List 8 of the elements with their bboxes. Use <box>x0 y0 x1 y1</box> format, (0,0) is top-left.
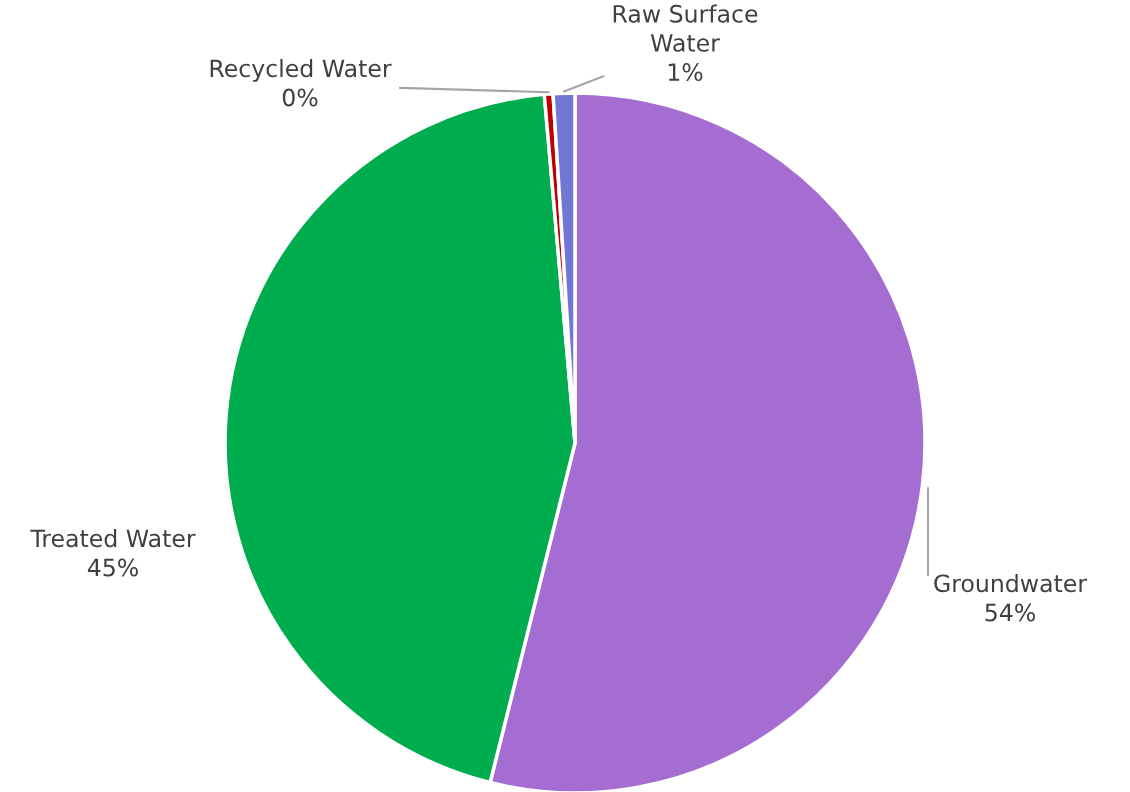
data-label: 54% <box>985 603 1035 622</box>
data-label: 0% <box>282 88 318 107</box>
data-label: 1% <box>668 63 703 81</box>
slice-label: Treated Water <box>30 529 196 548</box>
slice-label: Raw Surface Water <box>613 4 758 52</box>
slice-label: Groundwater <box>934 574 1088 593</box>
data-label: 45% <box>87 558 138 577</box>
slice-label: Recycled Water <box>210 59 392 82</box>
